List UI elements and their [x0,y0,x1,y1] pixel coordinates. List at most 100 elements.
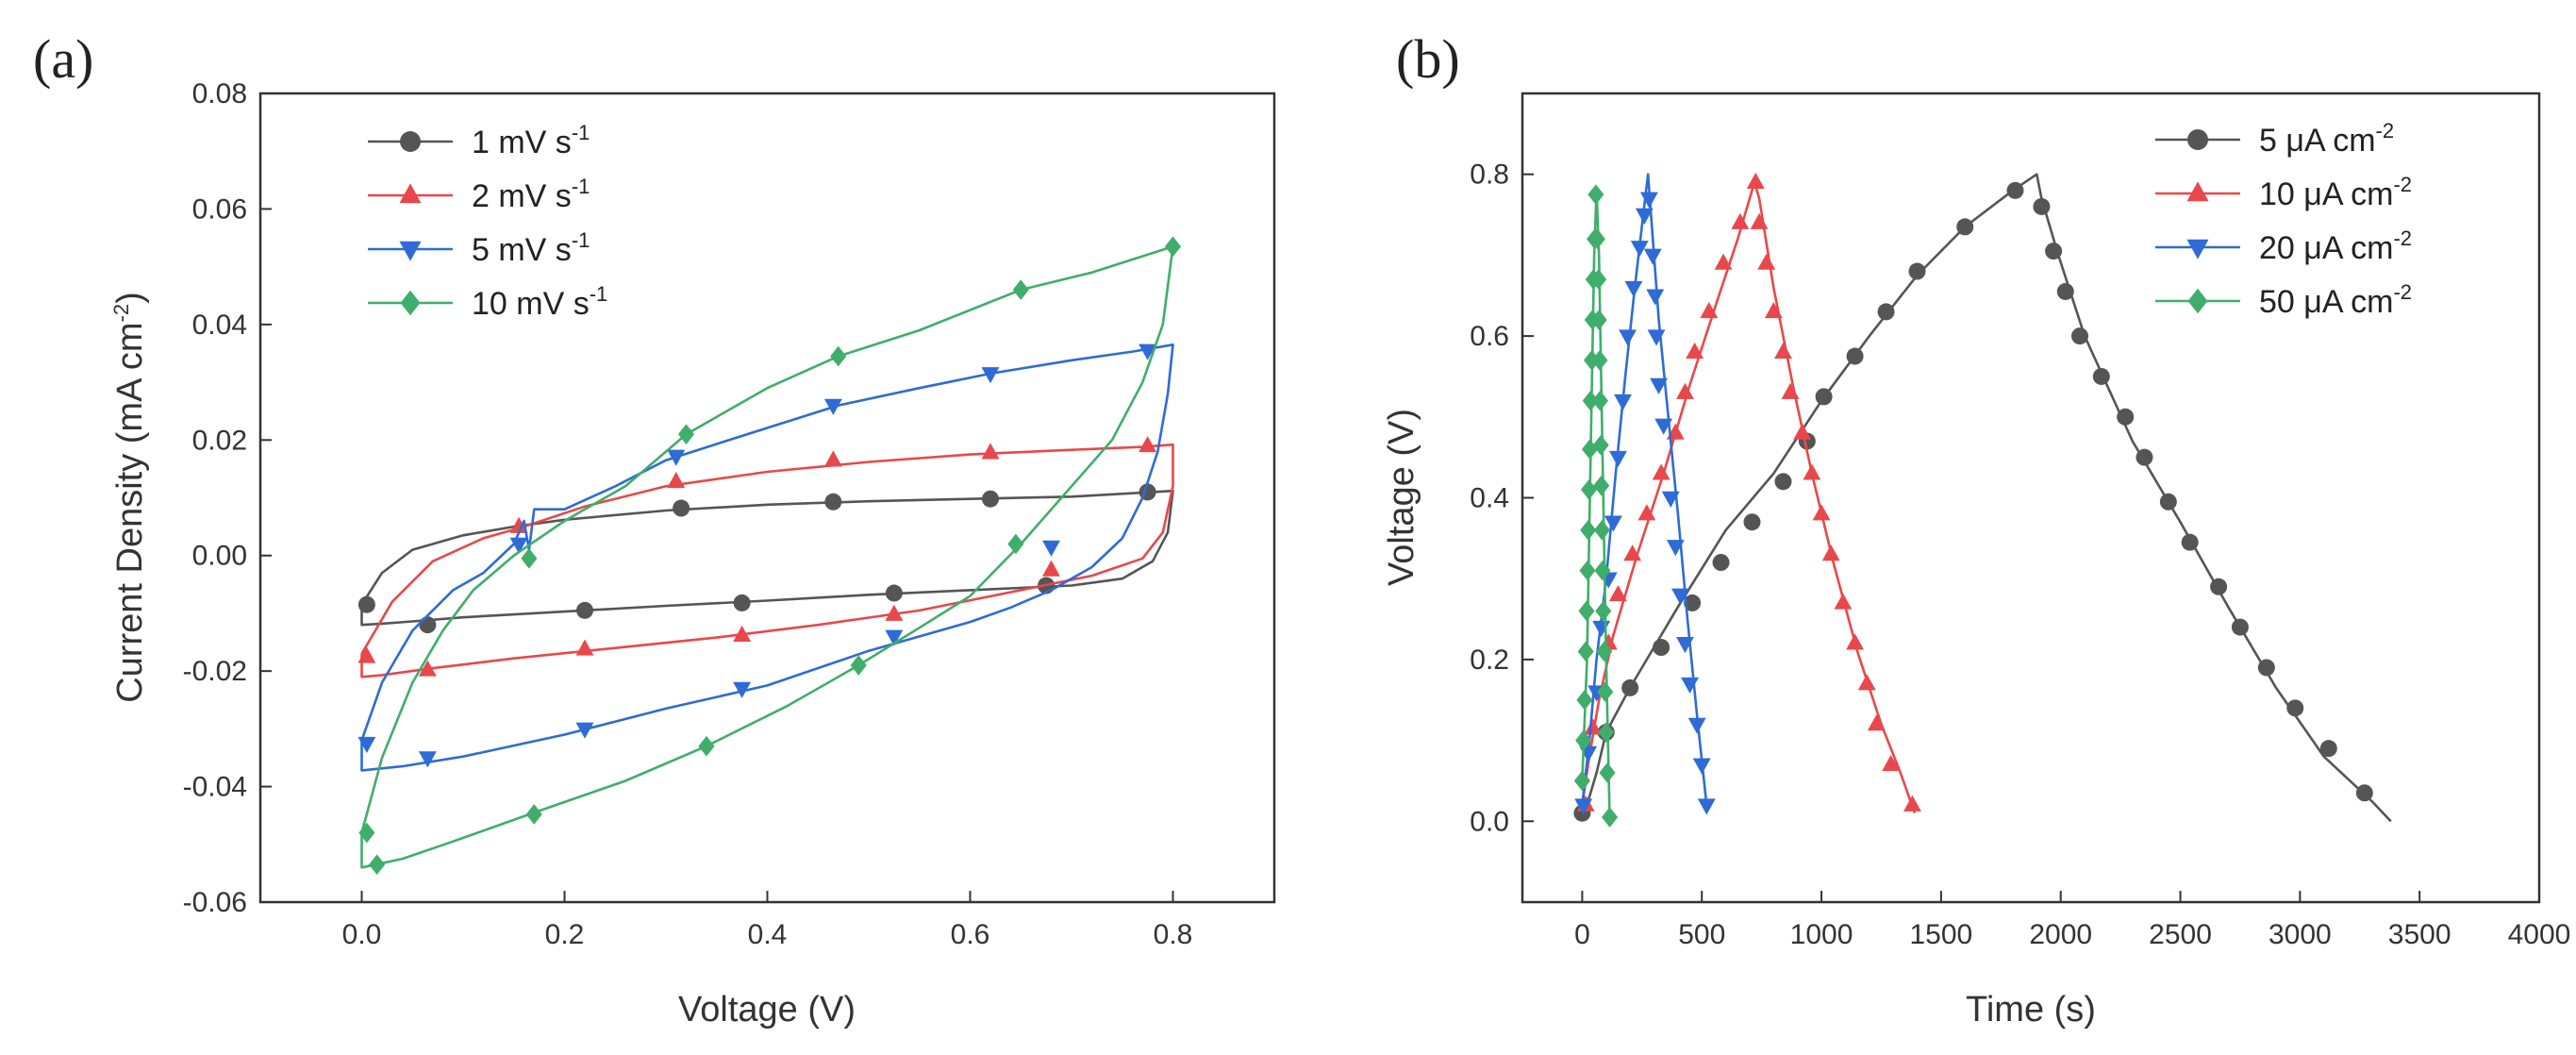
b-legend-marker-2 [2186,181,2209,202]
a-series-3-point [418,751,437,768]
b-legend-label-4: 50 μA cm-2 [2259,280,2412,320]
a-y-tick-label: 0.08 [192,78,247,109]
b-series-4-point [1602,807,1619,828]
b-series-2-point [1746,172,1765,190]
a-series-4-point [525,804,542,825]
b-legend-label-3: 20 μA cm-2 [2259,226,2412,266]
b-series-1-point [2045,243,2063,260]
b-series-3-point [1614,394,1632,411]
b-x-tick-label: 3000 [2269,919,2332,950]
b-series-3-point [1609,450,1627,467]
b-series-3-point [1650,377,1669,394]
curves-b [1573,172,2392,828]
b-series-4-point [1592,434,1609,456]
b-series-3-point [1639,192,1658,209]
b-series-2-point [1882,754,1901,772]
b-series-4-point [1594,560,1611,581]
panel-a: (a) Voltage (V) Current Density (mA cm-2… [33,28,1276,1030]
b-series-1-point [2159,493,2177,511]
b-series-1-point [1815,388,1833,406]
b-y-tick-label: 0.6 [1470,321,1509,352]
a-legend-marker-3 [399,241,422,261]
a-legend-marker-2 [399,183,422,204]
b-series-4-point [1573,770,1590,792]
a-series-3-point [1042,540,1060,557]
b-series-3-point [1666,540,1685,557]
a-x-tick-label: 0.2 [545,919,585,950]
b-series-2-point [1686,342,1704,359]
a-legend-label-2: 2 mV s-1 [472,175,590,214]
a-series-2-point [733,625,752,642]
b-series-1-point [1621,678,1639,696]
b-series-3-point [1592,620,1611,637]
b-series-4-point [1590,310,1607,330]
a-series-4-point [830,345,847,367]
b-series-2-point [1846,633,1865,650]
b-series-1-point [1653,639,1670,657]
b-series-2-line [1581,181,1917,814]
a-series-1-point [982,490,999,508]
b-series-4-point [1590,269,1607,290]
a-series-3-point [357,736,376,754]
b-series-1-point [1684,594,1702,611]
a-series-1-point [733,594,751,611]
panel-a-label: (a) [33,28,93,90]
a-x-tick-label: 0.0 [342,919,382,950]
b-series-1-point [1908,262,1926,280]
b-series-2-point [1700,302,1719,319]
b-y-tick-label: 0.0 [1470,806,1509,837]
b-x-tick-label: 3500 [2388,919,2451,950]
a-series-2-point [1042,560,1060,577]
a-series-2-point [823,450,842,467]
a-series-4-point [358,822,375,844]
b-series-3-point [1681,677,1700,694]
a-series-2-point [1138,436,1157,453]
a-series-4-point [1007,533,1024,555]
b-legend-marker-1 [2187,129,2208,150]
a-series-4-point [521,547,538,569]
b-x-tick-label: 500 [1678,919,1725,950]
b-series-1-point [1877,303,1895,321]
a-series-3-point [981,367,1000,384]
a-series-2-point [418,660,437,677]
b-series-4-point [1579,560,1596,581]
b-series-1-point [2056,282,2074,300]
b-series-4-point [1595,600,1612,622]
b-series-2-point [1609,584,1627,602]
a-series-3-point [733,681,752,698]
b-series-1-point [2092,367,2110,385]
b-series-1-point [2117,408,2135,426]
legend-b: 5 μA cm-2 10 μA cm-2 20 μA cm-2 50 μA cm-2 [2155,119,2412,320]
b-series-2-point [1857,674,1876,691]
a-series-1-point [576,601,593,619]
b-series-4-point [1593,475,1610,496]
a-series-2-point [885,604,904,621]
b-legend-marker-4 [2187,288,2208,314]
panel-b-label: (b) [1396,28,1460,90]
b-series-2-point [1584,718,1603,735]
b-series-1-point [1846,347,1864,365]
panel-b: (b) Time (s) Voltage (V) 0 500 1000 1500 200… [1382,28,2570,1030]
a-x-tick-label: 0.4 [748,919,788,950]
b-legend-label-2: 10 μA cm-2 [2259,173,2412,212]
a-legend-label-4: 10 mV s-1 [472,282,607,322]
b-series-2-point [1867,714,1886,731]
b-series-2-point [1623,544,1642,561]
a-series-1-point [673,499,690,517]
b-series-3-point [1661,491,1680,508]
b-series-1-point [1774,473,1792,491]
b-series-1-point [2231,618,2249,636]
b-series-1-point [2033,197,2051,215]
a-y-tick-label: 0.00 [192,541,247,572]
a-series-1-point [885,584,903,602]
b-series-4-point [1593,519,1611,541]
a-series-3-point [575,722,594,739]
b-series-3-point [1654,418,1673,435]
b-series-2-point [1821,544,1840,561]
x-axis-label-b: Time (s) [1966,990,2096,1030]
a-y-tick-label: 0.02 [192,425,247,456]
b-series-1-point [1712,554,1730,572]
b-series-3-point [1574,798,1593,815]
a-legend-label-3: 5 mV s-1 [472,228,590,268]
b-series-4-point [1582,390,1599,411]
